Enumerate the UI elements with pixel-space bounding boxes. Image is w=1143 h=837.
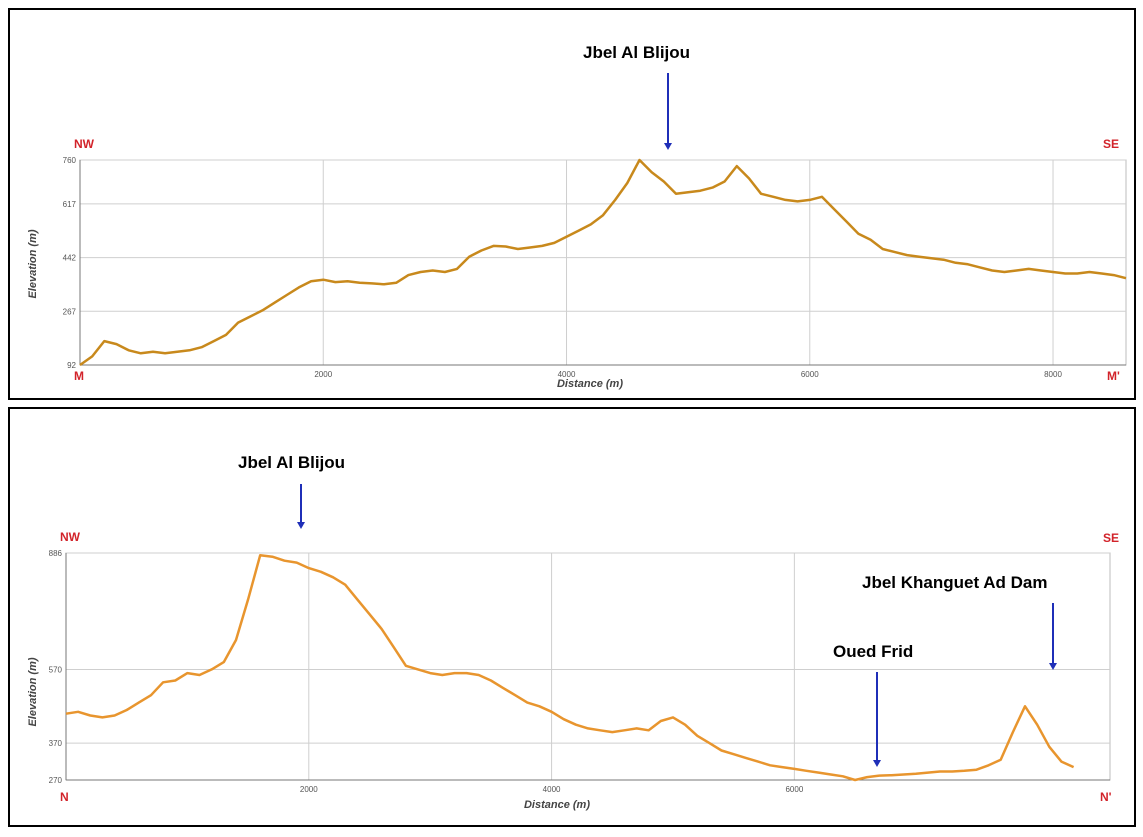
profile-end-label: N' <box>1100 790 1112 804</box>
profile-end-label: M' <box>1107 369 1120 383</box>
y-axis-title: Elevation (m) <box>27 229 39 298</box>
y-tick-label: 442 <box>63 254 77 263</box>
plot-area <box>79 159 1127 366</box>
callout-label: Oued Frid <box>833 642 913 661</box>
x-axis-title: Distance (m) <box>557 378 623 390</box>
x-tick-label: 4000 <box>543 785 561 794</box>
direction-label-nw: NW <box>74 137 95 151</box>
direction-label-nw: NW <box>60 530 81 544</box>
y-tick-label: 92 <box>67 361 76 370</box>
direction-label-se: SE <box>1103 531 1119 545</box>
elevation-profile-chart-2: 270 370 570 886 2000 4000 6000 Distance (m) Elev… <box>27 453 1119 811</box>
x-tick-label: 6000 <box>801 370 819 379</box>
callout-arrow-head <box>873 760 881 767</box>
callout-label: Jbel Al Blijou <box>583 43 690 62</box>
x-tick-label: 4000 <box>558 370 576 379</box>
elevation-profile-chart-1: 92 267 442 617 760 2000 4000 6000 8000 Distance (… <box>27 43 1127 390</box>
elevation-series-line <box>79 158 1127 367</box>
callout-label: Jbel Khanguet Ad Dam <box>862 573 1047 592</box>
x-tick-label: 2000 <box>300 785 318 794</box>
callout-label: Jbel Al Blijou <box>238 453 345 472</box>
y-tick-label: 886 <box>49 549 63 558</box>
y-tick-label: 267 <box>63 307 77 316</box>
y-tick-label: 370 <box>49 739 63 748</box>
x-tick-label: 8000 <box>1044 370 1062 379</box>
profile-start-label: N <box>60 790 69 804</box>
callout-arrow-head <box>1049 663 1057 670</box>
y-tick-label: 617 <box>63 200 77 209</box>
elevation-series-line <box>65 553 1075 782</box>
y-axis-title: Elevation (m) <box>27 657 39 726</box>
direction-label-se: SE <box>1103 137 1119 151</box>
x-axis-title: Distance (m) <box>524 799 590 811</box>
profile-panel-1: 92 267 442 617 760 2000 4000 6000 8000 Distance (… <box>8 8 1136 400</box>
callout-arrow-head <box>297 522 305 529</box>
x-tick-label: 2000 <box>314 370 332 379</box>
profile-start-label: M <box>74 369 84 383</box>
y-tick-label: 270 <box>49 776 63 785</box>
plot-area <box>65 552 1111 781</box>
callout-arrow-head <box>664 143 672 150</box>
profile-panel-2: 270 370 570 886 2000 4000 6000 Distance (m) Elev… <box>8 407 1136 827</box>
y-tick-label: 570 <box>49 665 63 674</box>
y-tick-label: 760 <box>63 156 77 165</box>
x-tick-label: 6000 <box>785 785 803 794</box>
